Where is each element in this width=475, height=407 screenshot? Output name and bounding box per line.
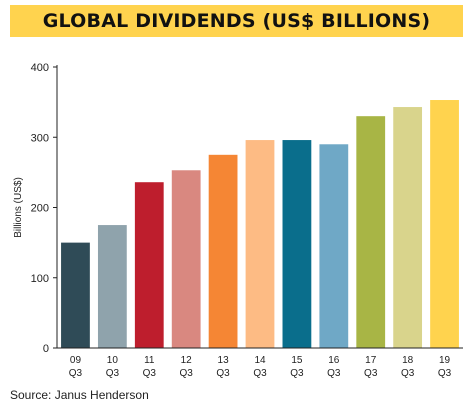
x-tick-label-year: 11 <box>144 355 155 366</box>
bar <box>393 107 423 348</box>
x-tick-label-quarter: Q3 <box>438 368 452 379</box>
source-note: Source: Janus Henderson <box>10 388 149 402</box>
bar <box>61 242 90 348</box>
y-tick-label: 0 <box>43 343 49 355</box>
bar <box>282 140 312 348</box>
bar <box>319 144 349 348</box>
x-tick-label-year: 18 <box>402 355 414 366</box>
bar <box>430 100 459 348</box>
x-tick-label-year: 15 <box>291 355 303 366</box>
x-tick-label-year: 12 <box>181 355 193 366</box>
x-tick-label-quarter: Q3 <box>69 368 83 379</box>
x-tick-label-year: 14 <box>254 355 266 366</box>
x-tick-label-quarter: Q3 <box>401 368 415 379</box>
x-tick-label-quarter: Q3 <box>143 368 157 379</box>
y-tick-label: 200 <box>31 203 49 215</box>
x-tick-label-quarter: Q3 <box>364 368 378 379</box>
bar <box>97 225 127 348</box>
x-tick-label-quarter: Q3 <box>216 368 230 379</box>
y-tick-label: 300 <box>31 132 49 144</box>
title-banner: GLOBAL DIVIDENDS (US$ BILLIONS) <box>10 5 463 37</box>
bar <box>245 140 275 348</box>
bar <box>134 182 164 348</box>
x-tick-label-quarter: Q3 <box>253 368 267 379</box>
bar <box>171 170 201 348</box>
x-tick-label-year: 17 <box>365 355 377 366</box>
x-tick-label-year: 16 <box>328 355 340 366</box>
bar <box>208 154 238 348</box>
y-tick-label: 100 <box>31 273 49 285</box>
y-tick-label: 400 <box>31 62 49 74</box>
chart-title: GLOBAL DIVIDENDS (US$ BILLIONS) <box>42 10 431 32</box>
bar <box>356 116 386 348</box>
y-axis-title: Billions (US$) <box>13 177 24 238</box>
x-tick-label-quarter: Q3 <box>327 368 341 379</box>
x-tick-label-year: 09 <box>70 355 82 366</box>
x-tick-label-year: 10 <box>107 355 119 366</box>
x-tick-label-quarter: Q3 <box>106 368 120 379</box>
x-tick-label-quarter: Q3 <box>290 368 304 379</box>
x-tick-label-year: 19 <box>439 355 451 366</box>
x-tick-label-year: 13 <box>218 355 230 366</box>
x-tick-label-quarter: Q3 <box>180 368 194 379</box>
